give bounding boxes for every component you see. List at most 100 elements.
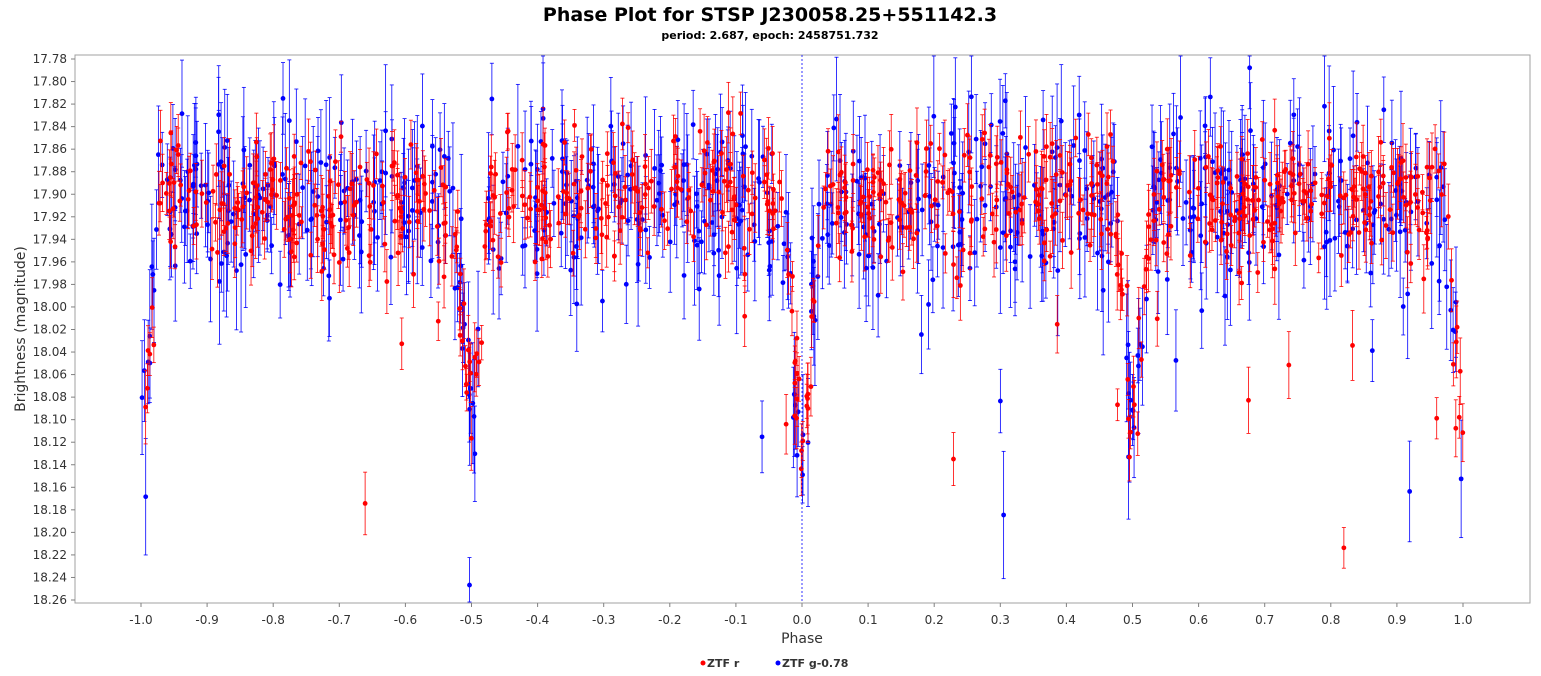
data-point <box>574 301 580 307</box>
data-point <box>1354 119 1360 125</box>
data-point <box>1138 357 1144 362</box>
data-point <box>900 269 906 275</box>
data-point <box>304 227 310 233</box>
data-point <box>1400 304 1406 309</box>
data-point <box>940 179 945 185</box>
data-point <box>1095 181 1100 187</box>
data-point <box>260 186 266 192</box>
data-point <box>714 178 720 184</box>
data-point <box>716 189 722 195</box>
data-point <box>143 494 149 500</box>
data-point <box>269 243 275 249</box>
data-point <box>1420 189 1425 195</box>
data-point <box>681 273 687 278</box>
data-point <box>1250 198 1255 203</box>
data-point <box>1356 230 1362 235</box>
data-point <box>1077 158 1082 163</box>
data-point <box>238 262 244 268</box>
data-point <box>540 236 545 241</box>
data-point <box>318 160 324 165</box>
data-point <box>1099 253 1105 259</box>
data-point <box>1136 315 1142 321</box>
data-point <box>312 202 318 208</box>
data-point <box>987 153 993 158</box>
data-point <box>1442 217 1448 223</box>
data-point <box>582 226 588 232</box>
data-point <box>1152 185 1158 191</box>
data-point <box>450 185 456 191</box>
data-point <box>622 184 628 190</box>
data-point <box>796 376 802 382</box>
data-point <box>865 167 870 173</box>
data-point <box>639 205 645 210</box>
data-point <box>240 204 246 210</box>
data-point <box>338 217 343 223</box>
data-point <box>539 256 545 262</box>
data-point <box>1041 154 1047 159</box>
data-point <box>332 165 338 171</box>
data-point <box>950 211 956 217</box>
data-point <box>630 157 636 163</box>
data-point <box>249 233 255 239</box>
data-point <box>961 152 967 158</box>
data-point <box>375 235 380 240</box>
data-point <box>997 245 1003 250</box>
data-point <box>406 228 412 234</box>
data-point <box>468 435 474 441</box>
data-point <box>651 204 657 209</box>
data-point <box>271 156 277 162</box>
data-point <box>419 245 425 250</box>
data-point <box>535 198 541 204</box>
data-point <box>482 244 488 249</box>
data-point <box>1109 189 1115 195</box>
data-point <box>1350 213 1356 219</box>
data-point <box>671 138 676 144</box>
data-point <box>1242 181 1248 187</box>
data-point <box>1262 177 1268 183</box>
data-point <box>1166 232 1171 237</box>
data-point <box>366 253 372 259</box>
data-point <box>492 194 498 200</box>
data-point <box>343 217 349 223</box>
data-point <box>1008 184 1014 190</box>
data-point <box>1017 134 1023 140</box>
data-point <box>570 250 576 256</box>
data-point <box>647 254 652 260</box>
data-point <box>957 185 963 191</box>
data-point <box>980 234 986 240</box>
data-point <box>327 155 333 160</box>
data-point <box>604 151 610 157</box>
data-point <box>590 204 596 210</box>
data-point <box>696 228 702 234</box>
data-point <box>1159 170 1164 176</box>
data-point <box>978 183 984 189</box>
data-point <box>940 174 946 180</box>
data-point <box>1321 200 1327 206</box>
data-point <box>155 152 161 158</box>
data-point <box>1127 454 1132 460</box>
data-point <box>471 414 477 419</box>
data-point <box>1272 266 1278 272</box>
series-ztf-r <box>143 81 1466 569</box>
data-point <box>1210 197 1216 203</box>
data-point <box>749 211 755 217</box>
data-point <box>333 159 338 165</box>
data-point <box>291 254 297 260</box>
data-point <box>1322 244 1327 250</box>
data-point <box>794 396 800 402</box>
data-point <box>1449 277 1454 283</box>
data-point <box>770 151 775 156</box>
data-point <box>972 250 978 256</box>
data-point <box>571 181 577 187</box>
data-point <box>210 188 216 194</box>
data-point <box>1381 107 1387 113</box>
data-point <box>399 341 405 347</box>
data-point <box>1098 216 1104 222</box>
data-point <box>1084 216 1090 221</box>
data-point <box>287 236 293 242</box>
data-point <box>1202 123 1208 129</box>
data-point <box>222 145 228 150</box>
data-point <box>372 208 377 214</box>
data-point <box>926 163 932 168</box>
